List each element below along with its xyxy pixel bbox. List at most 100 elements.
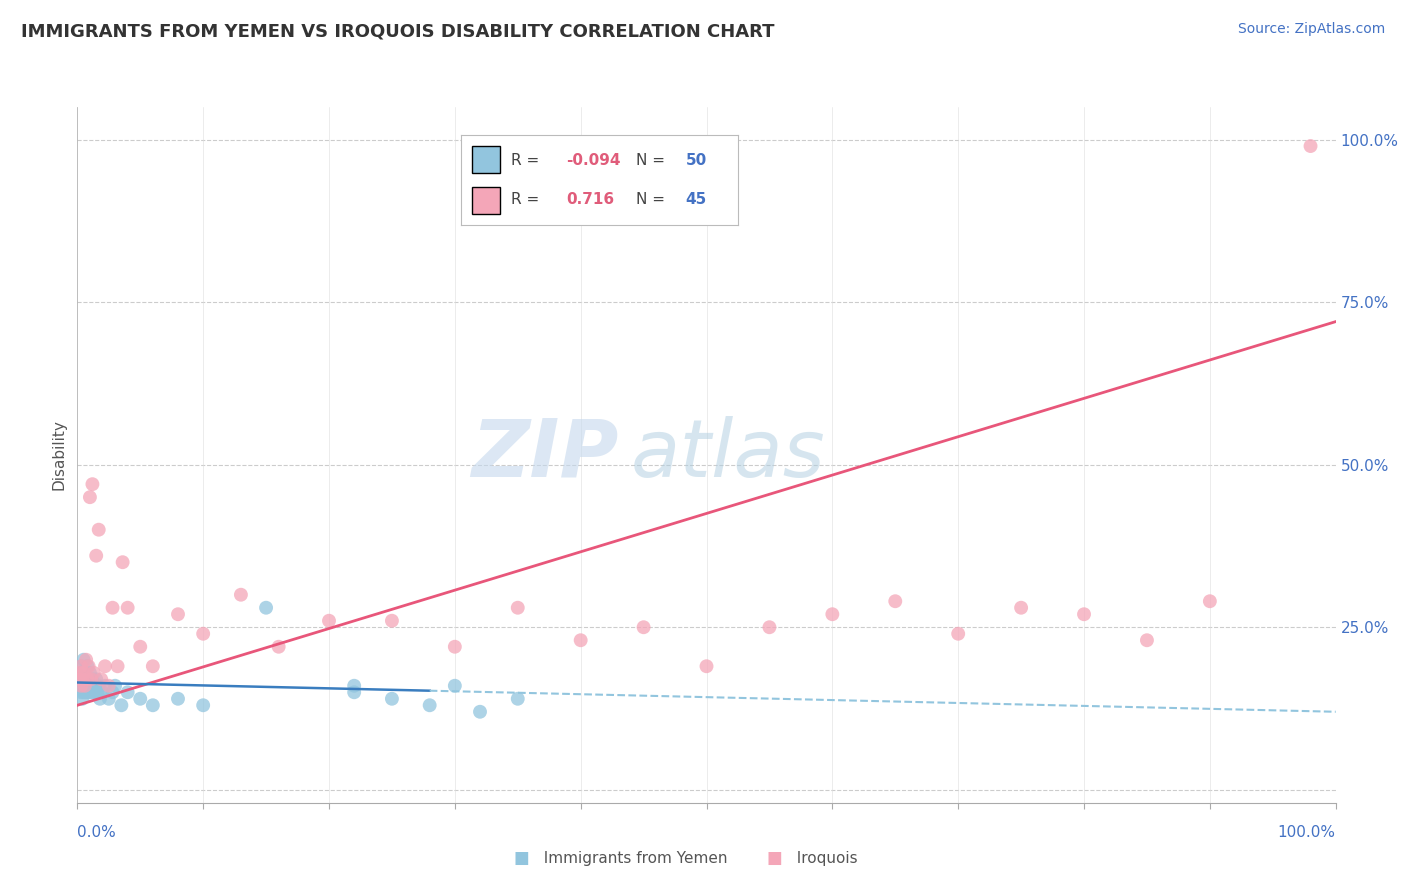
Point — [696, 659, 718, 673]
Point — [87, 679, 110, 693]
Point — [69, 672, 91, 686]
Point — [69, 665, 91, 680]
Point — [104, 679, 127, 693]
Point — [82, 477, 104, 491]
Point — [82, 679, 104, 693]
Point — [101, 600, 124, 615]
Point — [79, 679, 101, 693]
Point — [67, 672, 90, 686]
Point — [468, 705, 491, 719]
Point — [73, 679, 96, 693]
Point — [821, 607, 844, 622]
Point — [569, 633, 592, 648]
Point — [73, 665, 96, 680]
Point — [72, 691, 94, 706]
Point — [72, 679, 94, 693]
Point — [75, 672, 97, 686]
Point — [1299, 139, 1322, 153]
Point — [633, 620, 655, 634]
Point — [75, 653, 97, 667]
Point — [381, 614, 404, 628]
Point — [506, 600, 529, 615]
Y-axis label: Disability: Disability — [51, 419, 66, 491]
Point — [343, 679, 366, 693]
Point — [70, 659, 93, 673]
Point — [83, 685, 105, 699]
Point — [142, 698, 165, 713]
Point — [87, 523, 110, 537]
Text: ZIP: ZIP — [471, 416, 619, 494]
Point — [72, 672, 94, 686]
Point — [318, 614, 340, 628]
Point — [1136, 633, 1159, 648]
Text: 0.0%: 0.0% — [77, 825, 117, 840]
Point — [1073, 607, 1095, 622]
Point — [89, 691, 111, 706]
Point — [343, 685, 366, 699]
Point — [72, 665, 94, 680]
Point — [94, 679, 117, 693]
Point — [1010, 600, 1032, 615]
Point — [69, 665, 91, 680]
Point — [97, 679, 120, 693]
Point — [129, 691, 152, 706]
Point — [80, 685, 103, 699]
Text: ■: ■ — [766, 849, 782, 867]
Point — [76, 659, 98, 673]
Point — [267, 640, 290, 654]
Point — [75, 685, 97, 699]
Point — [1198, 594, 1220, 608]
Text: IMMIGRANTS FROM YEMEN VS IROQUOIS DISABILITY CORRELATION CHART: IMMIGRANTS FROM YEMEN VS IROQUOIS DISABI… — [21, 22, 775, 40]
Point — [82, 672, 104, 686]
Point — [129, 640, 152, 654]
Point — [77, 659, 100, 673]
Point — [101, 685, 124, 699]
Point — [444, 679, 467, 693]
Point — [381, 691, 404, 706]
Point — [72, 665, 94, 680]
Point — [117, 685, 139, 699]
Point — [70, 679, 93, 693]
Point — [72, 672, 94, 686]
Point — [167, 607, 190, 622]
Point — [86, 685, 108, 699]
Point — [70, 679, 93, 693]
Point — [80, 672, 103, 686]
Text: atlas: atlas — [631, 416, 825, 494]
Point — [97, 691, 120, 706]
Point — [67, 679, 90, 693]
Text: ■: ■ — [513, 849, 529, 867]
Point — [70, 659, 93, 673]
Text: Iroquois: Iroquois — [787, 851, 858, 865]
Point — [117, 600, 139, 615]
Point — [254, 600, 277, 615]
Point — [72, 653, 94, 667]
Point — [72, 685, 94, 699]
Point — [884, 594, 907, 608]
Point — [73, 679, 96, 693]
Point — [758, 620, 780, 634]
Point — [84, 672, 107, 686]
Point — [76, 679, 98, 693]
Point — [79, 665, 101, 680]
Point — [77, 685, 100, 699]
Point — [94, 659, 117, 673]
Point — [76, 672, 98, 686]
Text: Immigrants from Yemen: Immigrants from Yemen — [534, 851, 728, 865]
Text: Source: ZipAtlas.com: Source: ZipAtlas.com — [1237, 22, 1385, 37]
Point — [142, 659, 165, 673]
Point — [948, 626, 970, 640]
Point — [91, 685, 114, 699]
Point — [110, 698, 132, 713]
Point — [84, 549, 107, 563]
Point — [90, 672, 112, 686]
Point — [84, 679, 107, 693]
Point — [70, 685, 93, 699]
Point — [506, 691, 529, 706]
Text: 100.0%: 100.0% — [1278, 825, 1336, 840]
Point — [167, 691, 190, 706]
Point — [83, 665, 105, 680]
Point — [77, 672, 100, 686]
Point — [191, 626, 215, 640]
Point — [107, 659, 129, 673]
